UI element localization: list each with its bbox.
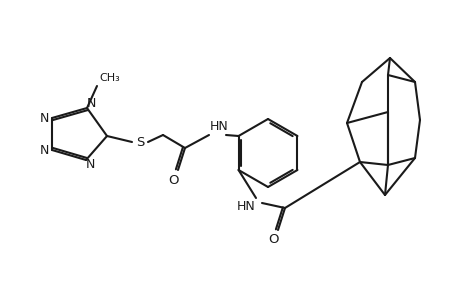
Text: HN: HN: [236, 200, 255, 214]
Text: O: O: [168, 173, 179, 187]
Text: O: O: [268, 233, 279, 247]
Text: N: N: [39, 143, 49, 157]
Text: N: N: [85, 158, 95, 172]
Text: HN: HN: [209, 121, 228, 134]
Text: N: N: [86, 97, 95, 110]
Text: CH₃: CH₃: [99, 73, 119, 83]
Text: N: N: [39, 112, 49, 124]
Text: S: S: [135, 136, 144, 148]
